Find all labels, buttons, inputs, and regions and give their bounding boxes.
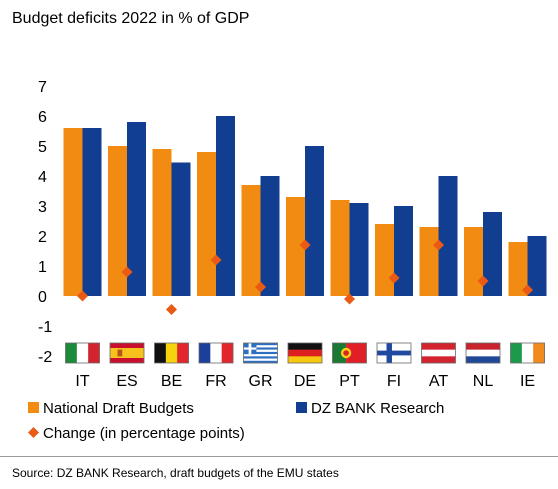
legend-swatch — [28, 427, 39, 438]
source-note: Source: DZ BANK Research, draft budgets … — [12, 466, 339, 480]
change-marker — [388, 272, 400, 284]
bar-national-draft-budgets — [63, 128, 83, 296]
x-category-label: FI — [387, 373, 401, 390]
legend: National Draft Budgets DZ BANK Research Ch… — [28, 400, 444, 442]
bar-dz-bank-research — [483, 212, 502, 296]
chart-canvas: -2 -1 0 1 2 3 4 5 6 7 IT ES BE FR GR DE PT FI AT NL IE Nati… — [28, 79, 547, 442]
change-marker — [477, 275, 489, 287]
italy-flag-icon — [65, 342, 100, 364]
bar-national-draft-budgets — [108, 146, 127, 296]
y-tick-label: 3 — [38, 199, 47, 216]
x-category-label: IT — [75, 373, 89, 390]
bar-national-draft-budgets — [152, 149, 172, 296]
austria-flag-icon — [421, 342, 456, 364]
legend-label: National Draft Budgets — [43, 400, 194, 417]
x-category-label: NL — [473, 373, 494, 390]
greece-flag-icon — [243, 342, 278, 364]
bar-national-draft-budgets — [286, 197, 305, 296]
legend-dz-bank-research: DZ BANK Research — [296, 400, 444, 417]
legend-national-draft-budgets: National Draft Budgets — [28, 400, 194, 417]
bar-dz-bank-research — [349, 203, 369, 296]
y-tick-label: 1 — [38, 259, 47, 276]
x-category-label: GR — [249, 373, 273, 390]
bar-dz-bank-research — [527, 236, 547, 296]
legend-swatch — [28, 402, 39, 413]
change-marker — [77, 290, 88, 302]
change-marker — [299, 239, 311, 251]
bar-national-draft-budgets — [330, 200, 350, 296]
source-separator — [0, 456, 558, 457]
bar-national-draft-budgets — [197, 152, 216, 296]
bar-dz-bank-research — [171, 162, 191, 296]
legend-label: DZ BANK Research — [311, 400, 444, 417]
bar-dz-bank-research — [127, 122, 146, 296]
y-tick-label: 2 — [38, 229, 47, 246]
change-marker — [344, 293, 355, 305]
x-category-label: BE — [161, 373, 182, 390]
netherlands-flag-icon — [465, 342, 501, 364]
bar-national-draft-budgets — [419, 227, 439, 296]
x-category-label: DE — [294, 373, 316, 390]
bar-dz-bank-research — [216, 116, 235, 296]
y-tick-label: 7 — [38, 79, 47, 96]
y-tick-label: 4 — [38, 169, 47, 186]
y-tick-label: -2 — [38, 349, 52, 366]
bar-dz-bank-research — [82, 128, 102, 296]
x-category-label: PT — [339, 373, 360, 390]
chart-title: Budget deficits 2022 in % of GDP — [12, 10, 250, 27]
portugal-flag-icon — [332, 342, 367, 364]
legend-swatch — [296, 402, 307, 413]
bar-dz-bank-research — [260, 176, 280, 296]
x-category-label: AT — [429, 373, 448, 390]
change-marker — [166, 304, 177, 315]
bar-dz-bank-research — [394, 206, 413, 296]
change-marker — [121, 266, 133, 278]
legend-change: Change (in percentage points) — [28, 425, 245, 442]
bars — [63, 116, 547, 296]
change-marker — [255, 281, 266, 293]
country-flags — [65, 342, 545, 364]
bar-dz-bank-research — [305, 146, 324, 296]
change-markers — [77, 239, 533, 315]
change-marker — [433, 239, 444, 251]
ireland-flag-icon — [510, 342, 545, 364]
change-marker — [522, 284, 533, 296]
bar-national-draft-budgets — [464, 227, 483, 296]
y-tick-label: 6 — [38, 109, 47, 126]
france-flag-icon — [198, 342, 234, 364]
bar-national-draft-budgets — [375, 224, 394, 296]
finland-flag-icon — [376, 342, 412, 364]
change-marker — [210, 254, 222, 266]
bar-national-draft-budgets — [241, 185, 261, 296]
x-category-label: ES — [116, 373, 137, 390]
bar-national-draft-budgets — [508, 242, 528, 296]
belgium-flag-icon — [154, 342, 189, 364]
legend-label: Change (in percentage points) — [43, 425, 245, 442]
x-category-label: FR — [205, 373, 226, 390]
y-tick-label: 0 — [38, 289, 47, 306]
y-axis-ticks: -2 -1 0 1 2 3 4 5 6 7 — [38, 79, 52, 366]
germany-flag-icon — [287, 342, 323, 364]
y-tick-label: 5 — [38, 139, 47, 156]
x-axis-categories: IT ES BE FR GR DE PT FI AT NL IE — [75, 373, 535, 390]
bar-dz-bank-research — [438, 176, 458, 296]
y-tick-label: -1 — [38, 319, 52, 336]
spain-flag-icon — [109, 342, 145, 364]
x-category-label: IE — [520, 373, 535, 390]
